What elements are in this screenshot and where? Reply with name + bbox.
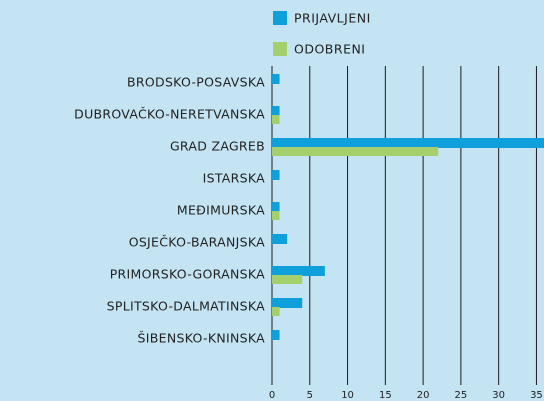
x-tick-label: 15 [379, 390, 392, 401]
legend-swatch [273, 11, 287, 25]
bar [272, 202, 280, 212]
legend-label: PRIJAVLJENI [294, 11, 371, 26]
x-tick-label: 0 [269, 390, 275, 401]
bar [272, 115, 280, 124]
bar [272, 307, 280, 316]
x-tick-label: 25 [455, 390, 468, 401]
bar [272, 106, 280, 116]
legend-label: ODOBRENI [294, 42, 366, 57]
x-tick-label: 10 [341, 390, 354, 401]
bar [272, 147, 439, 156]
bar [272, 298, 303, 308]
category-label: PRIMORSKO-GORANSKA [110, 267, 265, 282]
x-tick-label: 5 [307, 390, 313, 401]
category-label: BRODSKO-POSAVSKA [127, 75, 265, 90]
category-label: DUBROVAČKO-NERETVANSKA [74, 107, 265, 122]
category-label: OSJEČKO-BARANJSKA [129, 235, 265, 250]
category-label: ŠIBENSKO-KNINSKA [138, 331, 266, 346]
bar [272, 74, 280, 84]
bar [272, 330, 280, 340]
legend-swatch [273, 42, 287, 56]
bar [272, 211, 280, 220]
category-label: MEĐIMURSKA [177, 203, 265, 218]
x-tick-label: 30 [492, 390, 505, 401]
category-label: ISTARSKA [203, 171, 266, 186]
bar [272, 266, 325, 276]
bar [272, 170, 280, 180]
bar [272, 275, 303, 284]
x-tick-label: 20 [417, 390, 430, 401]
category-label: GRAD ZAGREB [170, 139, 265, 154]
x-tick-label: 35 [530, 390, 543, 401]
bar [272, 138, 544, 148]
category-label: SPLITSKO-DALMATINSKA [107, 299, 265, 314]
bar [272, 234, 288, 244]
